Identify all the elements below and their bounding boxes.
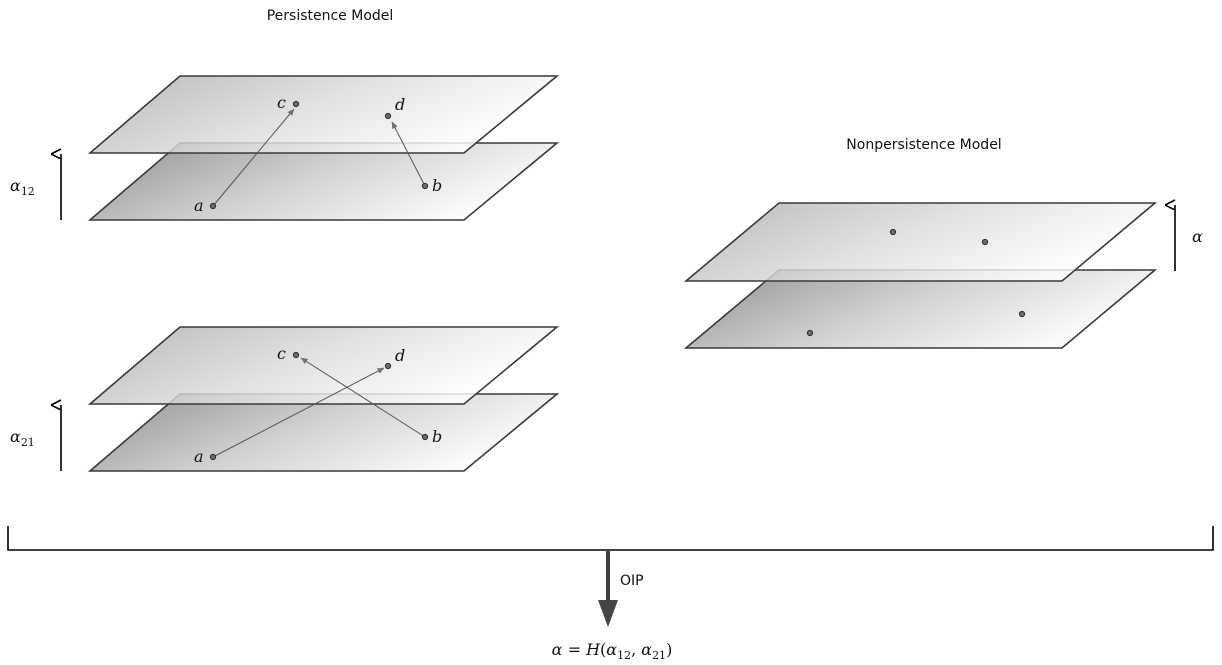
persistence-panel-21: a b c d α21 xyxy=(10,326,560,472)
rate-label-alpha: α xyxy=(1192,227,1203,246)
oip-label: OIP xyxy=(620,573,644,589)
transition-arrow-a-to-c xyxy=(212,108,295,207)
nonpersistence-model-title: Nonpersistence Model xyxy=(846,137,1001,153)
rate-label-alpha12: α12 xyxy=(10,176,35,198)
oip-arrow-shaft xyxy=(606,550,610,602)
transition-arrow-a-to-d xyxy=(212,367,385,458)
point-a-label: a xyxy=(194,196,204,215)
point-d xyxy=(384,112,392,120)
point-c-label: c xyxy=(277,344,286,363)
lower-plane xyxy=(87,142,560,221)
point xyxy=(1018,310,1026,318)
transition-arrow-b-to-c xyxy=(300,357,426,438)
point-d-label: d xyxy=(395,95,405,114)
rate-label-alpha21: α21 xyxy=(10,427,35,449)
nonpersistence-panel: α xyxy=(683,202,1203,349)
combining-bracket xyxy=(7,526,1214,551)
lower-plane xyxy=(683,269,1158,349)
upper-plane xyxy=(87,75,560,154)
point-c-label: c xyxy=(277,93,286,112)
point-d xyxy=(384,362,392,370)
point-a xyxy=(209,202,217,210)
point-a xyxy=(209,453,217,461)
point-c xyxy=(292,351,300,359)
persistence-model-title: Persistence Model xyxy=(267,8,394,24)
upper-plane xyxy=(87,326,560,405)
persistence-panel-12: a b c d α12 xyxy=(10,75,560,221)
point-b-label: b xyxy=(432,176,442,195)
point xyxy=(981,238,989,246)
point-b xyxy=(421,433,429,441)
point-a-label: a xyxy=(194,447,204,466)
oip-arrow-head xyxy=(598,600,618,627)
point-c xyxy=(292,100,300,108)
point xyxy=(806,329,814,337)
point xyxy=(889,228,897,236)
lower-plane xyxy=(87,393,560,472)
point-b xyxy=(421,182,429,190)
combined-rate-formula: α = H(α12, α21) xyxy=(552,640,673,662)
point-d-label: d xyxy=(395,346,405,365)
transition-arrow-b-to-d xyxy=(391,121,426,187)
point-b-label: b xyxy=(432,427,442,446)
upper-plane xyxy=(683,202,1158,282)
